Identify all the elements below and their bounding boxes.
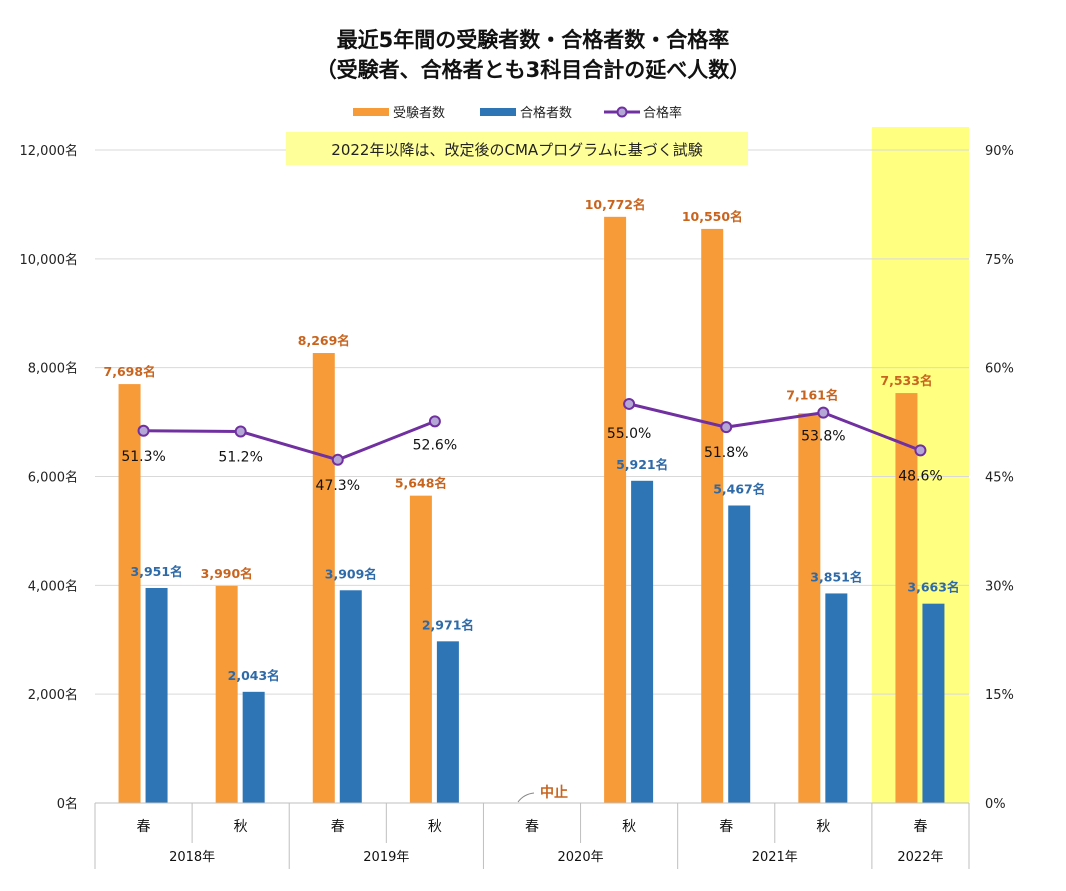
rate-marker [623,397,636,410]
year-label: 2022年 [897,850,943,865]
legend-passers: 合格者数 [520,105,572,121]
rate-marker [137,424,150,437]
y-right-tick-label: 15% [985,688,1014,703]
y-left-tick-label: 12,000名 [20,143,79,159]
data-label-rate: 55.0% [607,426,651,442]
data-label-rate: 51.8% [704,445,748,461]
bar-applicants [409,495,432,803]
data-label-rate: 52.6% [413,437,457,453]
rate-marker [428,415,441,428]
suspended-label: 中止 [540,784,568,801]
bar-applicants [798,413,821,803]
bar-passers [242,691,265,803]
data-label-applicants: 5,648名 [395,476,447,491]
rate-marker [817,406,830,419]
category-label: 春 [719,819,733,835]
y-left-tick-label: 4,000名 [28,578,78,594]
data-label-rate: 48.6% [898,468,942,484]
chart-subtitle: （受験者、合格者とも3科目合計の延べ人数） [316,58,751,82]
note-box [286,132,748,165]
data-label-passers: 2,971名 [422,617,474,632]
bar-passers [145,587,168,803]
bar-applicants [701,228,724,803]
y-axis-right: 0% 15% 30% 45% 60% 75% 90% [985,144,1014,812]
data-label-passers: 2,043名 [228,668,280,683]
legend-applicants: 受験者数 [393,106,445,121]
year-label: 2019年 [363,850,409,865]
y-axis-left: 0名 2,000名 4,000名 6,000名 8,000名 10,000名 12,000名 [20,143,79,812]
chart-title: 最近5年間の受験者数・合格者数・合格率 [337,28,730,52]
bar-applicants [215,585,238,803]
highlight-2022-band [871,127,969,803]
data-label-applicants: 8,269名 [298,333,350,348]
x-axis-categories: 春 秋 春 秋 春 秋 春 秋 春 2018年 2019年 2020年 2021年 2022年 [94,802,970,869]
y-right-tick-label: 30% [985,579,1014,594]
y-left-tick-label: 10,000名 [20,252,79,268]
legend-swatch-passers [480,108,516,116]
year-label: 2021年 [752,850,798,865]
y-left-tick-label: 8,000名 [28,361,78,377]
legend-swatch-applicants [353,108,389,116]
category-label: 秋 [816,819,830,835]
bar-passers [922,603,945,803]
y-left-tick-label: 0名 [57,796,78,812]
rate-line-segment [628,402,921,452]
bar-applicants [895,393,918,803]
suspended-leader-line [517,792,535,803]
data-label-passers: 3,909名 [325,566,377,581]
data-label-applicants: 3,990名 [201,566,253,581]
y-right-tick-label: 0% [985,797,1006,812]
bar-applicants [604,216,627,803]
note-text: 2022年以降は、改定後のCMAプログラムに基づく試験 [331,141,702,159]
category-label: 春 [913,819,927,835]
legend-marker-rate [616,106,628,118]
data-label-passers: 3,951名 [131,564,183,579]
rate-marker [331,453,344,466]
rate-line [137,397,927,466]
category-label: 春 [331,819,345,835]
bar-passers [631,480,654,803]
bar-applicants [312,353,335,803]
y-right-tick-label: 60% [985,362,1014,377]
year-label: 2018年 [169,850,215,865]
data-label-applicants: 7,161名 [786,387,838,402]
category-label: 秋 [428,819,442,835]
data-label-rate: 53.8% [801,429,845,445]
legend: 受験者数 合格者数 合格率 [353,105,682,121]
legend-rate: 合格率 [643,105,682,121]
data-label-applicants: 7,698名 [104,364,156,379]
y-right-tick-label: 75% [985,253,1014,268]
category-label: 秋 [234,819,248,835]
category-label: 秋 [622,819,636,835]
data-label-rate: 47.3% [316,478,360,494]
bar-passers [728,505,751,803]
bar-passers [339,590,362,803]
rate-marker [914,444,927,457]
data-label-passers: 5,467名 [713,482,765,497]
bar-passers [825,593,848,803]
bars [118,216,945,803]
rate-marker [234,425,247,438]
data-label-passers: 3,851名 [810,569,862,584]
rate-marker [720,421,733,434]
data-label-passers: 3,663名 [907,580,959,595]
data-label-rate: 51.3% [121,449,165,465]
y-right-tick-label: 45% [985,471,1014,486]
y-left-tick-label: 6,000名 [28,470,78,486]
bar-applicants [118,384,141,803]
rate-line-segment [143,419,436,462]
y-right-tick-label: 90% [985,144,1014,159]
data-label-rate: 51.2% [218,450,262,466]
category-label: 春 [525,819,539,835]
bar-passers [436,641,459,803]
y-left-tick-label: 2,000名 [28,687,78,703]
year-label: 2020年 [558,850,604,865]
data-labels: 7,698名 3,951名 3,990名 2,043名 8,269名 3,909名 5,64… [104,197,960,683]
data-label-applicants: 10,772名 [585,197,646,212]
category-label: 春 [137,819,151,835]
data-label-applicants: 10,550名 [682,209,743,224]
data-label-applicants: 7,533名 [880,373,932,388]
data-label-passers: 5,921名 [616,457,668,472]
